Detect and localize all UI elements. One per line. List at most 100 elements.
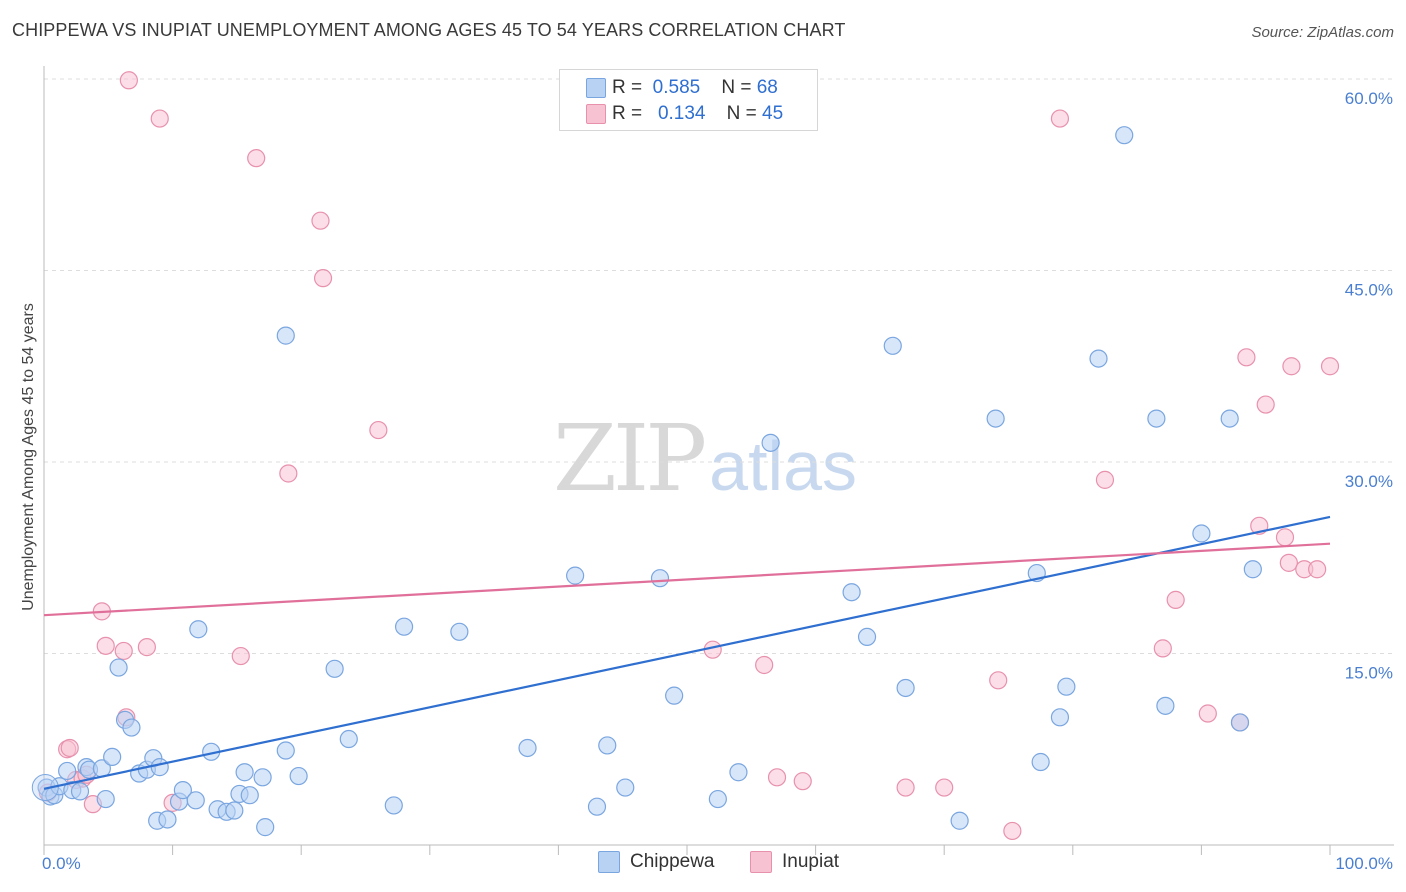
chippewa-point xyxy=(289,766,308,786)
inupiat-point xyxy=(1275,528,1295,547)
series-swatch-chippewa xyxy=(598,851,620,873)
inupiat-point xyxy=(311,211,330,230)
legend-r-value: 0.134 xyxy=(657,103,706,124)
y-tick-label: 30.0% xyxy=(1345,472,1393,491)
legend: R = 0.585 N = 68 R = 0.134 N = 45 xyxy=(559,69,818,131)
y-tick-label: 15.0% xyxy=(1345,664,1393,683)
chippewa-point xyxy=(150,758,169,777)
grid-lines xyxy=(44,78,1394,654)
trend-lines xyxy=(43,515,1331,790)
watermark-zip: ZIP xyxy=(553,405,707,512)
chippewa-point xyxy=(450,622,469,641)
chippewa-point xyxy=(189,620,208,639)
chippewa-point xyxy=(158,810,177,829)
inupiat-point xyxy=(1095,470,1115,489)
x-tick-label: 100.0% xyxy=(1335,854,1393,873)
inupiat-point xyxy=(1256,395,1275,414)
chippewa-point xyxy=(384,796,403,815)
inupiat-point xyxy=(935,778,954,797)
chippewa-point xyxy=(598,736,617,755)
chippewa-point xyxy=(1050,708,1070,727)
source-label: Source: ZipAtlas.com xyxy=(1251,24,1394,41)
inupiat-point xyxy=(313,269,333,288)
y-tick-label: 60.0% xyxy=(1345,89,1393,108)
legend-swatch-inupiat xyxy=(586,104,606,124)
chippewa-point xyxy=(96,789,115,809)
inupiat-point xyxy=(60,738,79,758)
chippewa-point xyxy=(103,747,122,767)
chippewa-point xyxy=(70,782,90,801)
inupiat-point xyxy=(1320,357,1340,376)
inupiat-trend-line xyxy=(43,542,1331,617)
chippewa-trend-line xyxy=(43,515,1331,790)
chippewa-point xyxy=(1230,713,1250,732)
axes xyxy=(43,66,1394,855)
chippewa-point xyxy=(1057,677,1076,696)
inupiat-point xyxy=(1279,553,1298,572)
chippewa-point xyxy=(109,658,128,677)
y-tick-label: 45.0% xyxy=(1345,281,1393,300)
chippewa-point xyxy=(1156,696,1175,715)
inupiat-point xyxy=(989,671,1008,690)
chippewa-point xyxy=(566,566,585,585)
chippewa-point xyxy=(616,778,635,797)
watermark-atlas: atlas xyxy=(709,427,858,505)
chippewa-point xyxy=(1115,126,1134,145)
chippewa-point xyxy=(1243,560,1262,579)
inupiat-point xyxy=(1166,590,1185,609)
chippewa-point xyxy=(1089,349,1108,368)
legend-n-label: N = xyxy=(721,77,752,98)
chippewa-point xyxy=(1147,409,1166,428)
inupiat-point xyxy=(767,768,787,787)
chippewa-point xyxy=(173,781,192,800)
chippewa-point xyxy=(708,789,727,809)
chippewa-point xyxy=(950,811,969,830)
chippewa-point xyxy=(58,761,77,781)
chippewa-point xyxy=(256,818,275,837)
inupiat-point xyxy=(793,772,812,791)
inupiat-point xyxy=(119,71,138,90)
inupiat-point xyxy=(1198,704,1217,723)
chippewa-point xyxy=(587,797,607,816)
inupiat-point xyxy=(137,638,156,657)
series-swatch-inupiat xyxy=(750,851,772,873)
chart-title: CHIPPEWA VS INUPIAT UNEMPLOYMENT AMONG A… xyxy=(12,20,846,40)
inupiat-point xyxy=(150,109,169,128)
series-legend-chippewa: Chippewa xyxy=(598,851,715,873)
inupiat-point xyxy=(96,636,115,655)
series-name-chippewa: Chippewa xyxy=(630,851,715,872)
inupiat-point xyxy=(1308,560,1327,579)
chippewa-point xyxy=(339,729,358,749)
chippewa-point xyxy=(842,583,861,602)
x-tick-label: 0.0% xyxy=(42,854,81,873)
watermark: ZIPatlas xyxy=(553,405,857,512)
chippewa-point xyxy=(325,659,344,678)
legend-n-label: N = xyxy=(726,103,757,124)
legend-n-value: 68 xyxy=(756,77,778,98)
legend-r-label: R = xyxy=(612,77,643,98)
inupiat-points xyxy=(38,71,1340,841)
chippewa-point xyxy=(122,718,141,737)
series-name-inupiat: Inupiat xyxy=(782,851,840,872)
chippewa-point xyxy=(1192,524,1211,543)
chippewa-point xyxy=(186,791,205,810)
chippewa-point xyxy=(276,741,295,760)
chippewa-point xyxy=(240,786,259,805)
chippewa-points xyxy=(31,126,1262,837)
inupiat-point xyxy=(1050,109,1070,128)
inupiat-point xyxy=(1282,357,1301,376)
chippewa-point xyxy=(235,763,254,782)
inupiat-point xyxy=(1153,639,1172,658)
legend-n-value: 45 xyxy=(762,103,784,124)
chippewa-point xyxy=(518,738,537,758)
legend-r-value: 0.585 xyxy=(652,77,701,98)
tick-labels: 15.0% 30.0% 45.0% 60.0% 0.0% 100.0% xyxy=(42,89,1393,873)
inupiat-point xyxy=(247,149,266,168)
inupiat-point xyxy=(231,646,250,666)
chippewa-point xyxy=(761,433,780,452)
series-legend-inupiat: Inupiat xyxy=(750,851,839,873)
legend-row-chippewa: R = 0.585 N = 68 xyxy=(586,76,778,100)
chippewa-point xyxy=(883,336,902,355)
inupiat-point xyxy=(1003,821,1022,841)
